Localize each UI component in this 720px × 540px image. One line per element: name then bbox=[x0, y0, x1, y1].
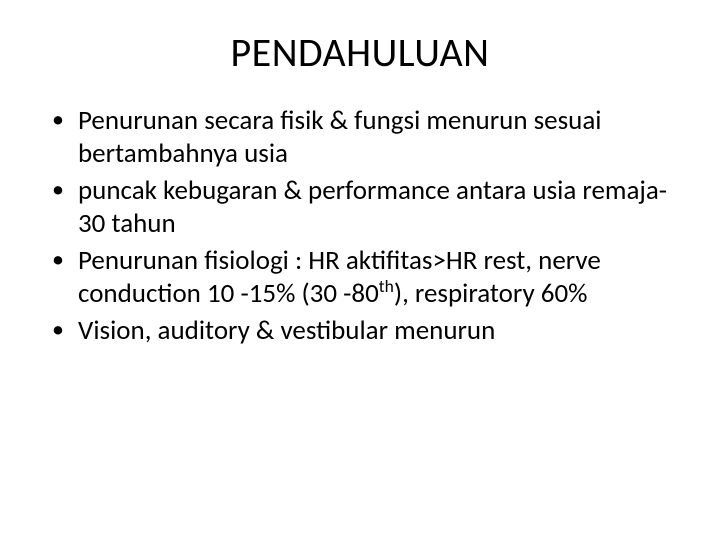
bullet-item: Vision, auditory & vestibular menurun bbox=[48, 315, 680, 348]
bullet-text-tail: ), respiratory 60% bbox=[394, 277, 588, 310]
bullet-item: puncak kebugaran & performance antara us… bbox=[48, 175, 680, 241]
slide-title: PENDAHULUAN bbox=[40, 28, 680, 77]
bullet-item: Penurunan secara fisik & fungsi menurun … bbox=[48, 105, 680, 171]
superscript: th bbox=[379, 275, 394, 297]
bullet-list: Penurunan secara fisik & fungsi menurun … bbox=[40, 105, 680, 348]
slide-container: PENDAHULUAN Penurunan secara fisik & fun… bbox=[0, 0, 720, 540]
bullet-item: Penurunan fisiologi : HR aktifitas>HR re… bbox=[48, 245, 680, 311]
